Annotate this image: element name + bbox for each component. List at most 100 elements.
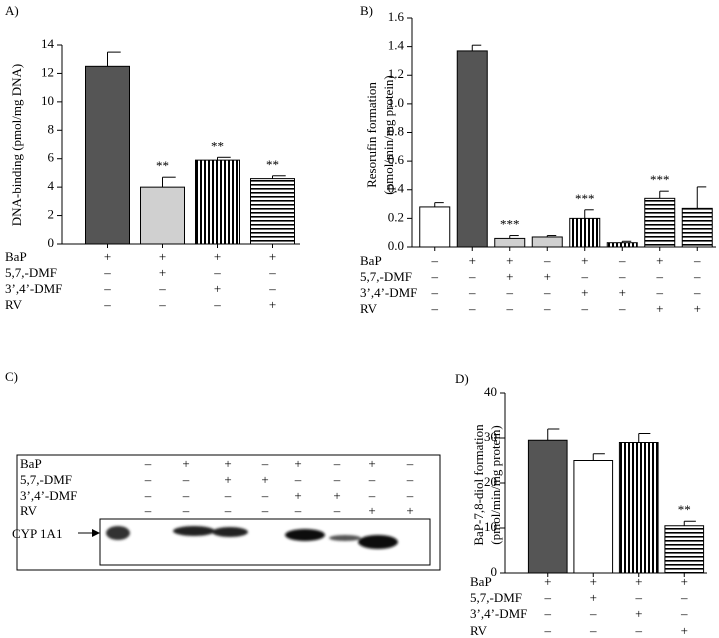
treatment-sign: – [333,456,341,471]
treatment-sign: + [590,574,597,589]
treatment-sign: – [213,265,221,280]
treatment-label: 5,7,-DMF [5,265,57,280]
treatment-sign: – [635,623,643,638]
treatment-sign: + [635,574,642,589]
treatment-sign: + [635,606,642,621]
y-tick-label: 0.6 [388,152,405,167]
treatment-label: BaP [360,253,382,268]
y-tick-label: 2 [48,207,55,222]
treatment-label: 3’,4’-DMF [5,281,62,296]
treatment-sign: – [294,503,302,518]
treatment-sign: – [468,269,476,284]
treatment-label: BaP [470,574,492,589]
bar [569,217,601,248]
treatment-sign: – [333,503,341,518]
y-tick-label: 1.4 [388,38,405,53]
treatment-sign: – [294,472,302,487]
treatment-sign: + [619,285,626,300]
panel-label: A) [5,3,19,18]
y-tick-label: 0.8 [388,123,404,138]
treatment-sign: – [581,269,589,284]
treatment-sign: – [635,590,643,605]
treatment-sign: – [213,297,221,312]
treatment-sign: + [406,503,413,518]
treatment-sign: – [261,456,269,471]
treatment-label: RV [20,503,38,518]
bar [456,50,488,248]
y-tick-label: 14 [41,36,55,51]
treatment-sign: – [618,269,626,284]
treatment-sign: – [268,281,276,296]
treatment-sign: + [681,623,688,638]
treatment-sign: – [158,297,166,312]
treatment-sign: + [656,253,663,268]
treatment-sign: + [656,301,663,316]
y-tick-label: 1.6 [388,9,405,24]
treatment-sign: – [431,269,439,284]
treatment-sign: + [269,249,276,264]
treatment-label: RV [470,623,488,638]
blot-bands [106,526,398,549]
significance-label: *** [575,191,595,206]
treatment-sign: + [581,285,588,300]
panel-label: D) [455,371,469,386]
bar [140,186,185,245]
y-tick-label: 1.0 [388,95,404,110]
y-tick-label: 0 [48,235,55,250]
arrow-head [92,529,100,537]
treatment-sign: – [468,301,476,316]
treatment-sign: – [144,503,152,518]
treatment-sign: – [543,253,551,268]
treatment-sign: + [269,297,276,312]
treatment-sign: – [144,472,152,487]
treatment-sign: – [103,281,111,296]
treatment-sign: – [406,488,414,503]
treatment-sign: + [104,249,111,264]
bar [664,525,705,574]
treatment-sign: – [431,285,439,300]
treatment-label: 3’,4’-DMF [20,488,77,503]
treatment-sign: – [431,301,439,316]
treatment-sign: – [543,285,551,300]
treatment-sign: – [468,285,476,300]
bar [85,65,130,245]
treatment-label: BaP [20,456,42,471]
treatment-sign: + [224,456,231,471]
significance-label: *** [500,217,520,232]
y-tick-label: 1.2 [388,66,404,81]
treatment-sign: + [590,590,597,605]
treatment-sign: – [544,590,552,605]
treatment-sign: – [618,253,626,268]
treatment-label: 5,7,-DMF [20,472,72,487]
significance-label: ** [678,502,691,517]
treatment-sign: – [182,488,190,503]
y-axis-label: (pmol/min/mg protein) [381,75,396,195]
significance-label: ** [211,138,224,153]
bar [527,439,568,574]
treatment-sign: – [680,606,688,621]
treatment-label: 3’,4’-DMF [360,285,417,300]
treatment-label: BaP [5,249,27,264]
treatment-sign: – [693,269,701,284]
bar [419,206,451,248]
treatment-sign: – [589,606,597,621]
treatment-sign: + [159,265,166,280]
treatment-sign: + [469,253,476,268]
bar [195,159,240,245]
treatment-sign: – [544,606,552,621]
treatment-sign: – [543,301,551,316]
treatment-sign: + [214,281,221,296]
y-tick-label: 20 [484,474,497,489]
significance-label: *** [650,172,670,187]
significance-label: ** [266,157,279,172]
treatment-sign: – [224,488,232,503]
treatment-sign: – [158,281,166,296]
treatment-sign: + [368,456,375,471]
treatment-sign: – [144,456,152,471]
bar [644,197,676,248]
treatment-sign: – [333,472,341,487]
treatment-label: 5,7,-DMF [360,269,412,284]
y-tick-label: 6 [48,150,55,165]
treatment-sign: + [506,269,513,284]
